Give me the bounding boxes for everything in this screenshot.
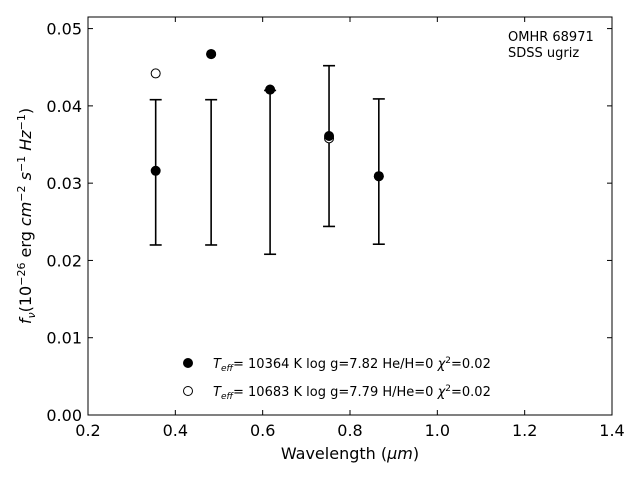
x-axis-label: Wavelength (μm) (281, 444, 419, 463)
legend-2-text: = 10683 K log g=7.79 H/He=0 (233, 385, 438, 400)
filled-point (324, 131, 335, 142)
y-label-exp3: −1 (15, 156, 28, 172)
legend-1-teff-sub: eff (221, 364, 235, 374)
legend-label-open: Teff= 10683 K log g=7.79 H/He=0 χ2=0.02 (213, 384, 491, 402)
legend-2-chi-exp: 2 (445, 384, 451, 394)
y-tick-label: 0.04 (46, 97, 82, 116)
x-axis-label-unit: μm (386, 444, 413, 463)
y-label-s: s (16, 172, 35, 185)
y-label-exp1: −26 (15, 263, 28, 286)
y-ticks: 0.00 0.01 0.02 0.03 0.04 0.05 (46, 20, 612, 425)
legend-2-chi: χ (437, 385, 447, 400)
filled-point (265, 84, 276, 95)
legend-1-teff: T (213, 357, 222, 372)
y-tick-label: 0.05 (46, 20, 82, 39)
annotation-line-1: OMHR 68971 (508, 30, 594, 45)
y-label-nu: ν (25, 312, 38, 318)
legend-marker-open (183, 386, 193, 396)
x-ticks: 0.2 0.4 0.6 0.8 1.0 1.2 1.4 (75, 17, 625, 440)
open-point (150, 68, 161, 79)
legend-2-teff-sub: eff (221, 392, 235, 402)
filled-point (206, 49, 217, 60)
x-tick-label: 1.2 (512, 421, 537, 440)
y-label-units: (10 (16, 286, 35, 313)
y-tick-label: 0.02 (46, 251, 82, 270)
legend-label-filled: Teff= 10364 K log g=7.82 He/H=0 χ2=0.02 (213, 356, 491, 374)
legend: Teff= 10364 K log g=7.82 He/H=0 χ2=0.02 … (183, 356, 491, 402)
y-tick-label: 0.01 (46, 329, 82, 348)
filled-point (373, 171, 384, 182)
legend-1-chi: χ (437, 357, 447, 372)
x-tick-label: 1.4 (599, 421, 624, 440)
filled-markers (150, 49, 384, 182)
x-axis-label-suffix: ) (413, 444, 419, 463)
legend-1-chi-exp: 2 (445, 356, 451, 366)
y-label-cm: cm (16, 202, 35, 226)
y-axis-label: fν(10−26 erg cm−2 s−1 Hz−1) (15, 108, 38, 324)
y-tick-label: 0.00 (46, 406, 82, 425)
x-tick-label: 1.0 (425, 421, 450, 440)
x-tick-label: 0.4 (163, 421, 188, 440)
y-tick-label: 0.03 (46, 174, 82, 193)
legend-2-teff: T (213, 385, 222, 400)
filled-point (150, 165, 161, 176)
legend-1-chi-value: =0.02 (451, 357, 491, 372)
y-label-exp4: −1 (15, 114, 28, 130)
x-axis-label-prefix: Wavelength ( (281, 444, 387, 463)
legend-2-chi-value: =0.02 (451, 385, 491, 400)
y-label-erg: erg (16, 226, 35, 262)
x-tick-label: 0.8 (337, 421, 362, 440)
x-tick-label: 0.2 (75, 421, 100, 440)
y-label-exp2: −2 (15, 185, 28, 201)
annotation-line-2: SDSS ugriz (508, 46, 579, 61)
legend-marker-filled (183, 358, 193, 368)
y-label-hz: Hz (16, 130, 35, 156)
y-label-close: ) (16, 108, 35, 114)
x-tick-label: 0.6 (250, 421, 275, 440)
legend-1-text: = 10364 K log g=7.82 He/H=0 (233, 357, 438, 372)
y-label-f: f (16, 316, 35, 324)
